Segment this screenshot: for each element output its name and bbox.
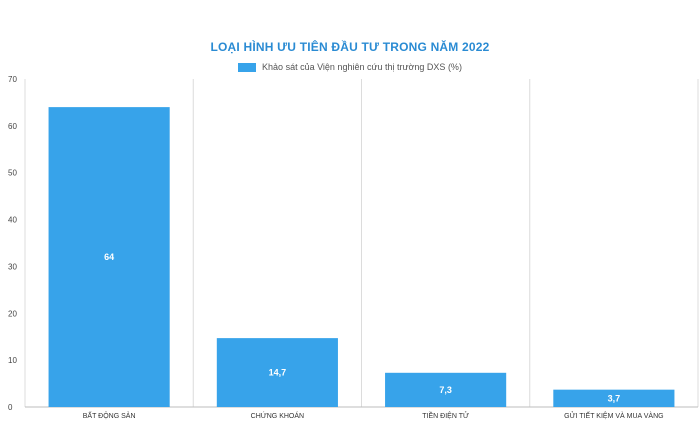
y-tick-label: 50 — [8, 169, 17, 178]
y-tick-label: 70 — [8, 75, 17, 84]
y-tick-label: 20 — [8, 309, 17, 318]
bar — [48, 107, 170, 407]
y-tick-label: 10 — [8, 356, 17, 365]
data-label: 7,3 — [439, 385, 452, 395]
legend-label: Khảo sát của Viện nghiên cứu thị trường … — [262, 62, 462, 72]
category-label: GỬI TIẾT KIỆM VÀ MUA VÀNG — [564, 410, 663, 420]
bar — [553, 389, 675, 407]
y-tick-label: 30 — [8, 262, 17, 271]
category-label: CHỨNG KHOÁN — [251, 411, 304, 420]
data-label: 14,7 — [269, 368, 287, 378]
legend-swatch — [238, 62, 257, 72]
y-tick-label: 40 — [8, 216, 17, 225]
bar — [216, 338, 338, 407]
y-tick-label: 60 — [8, 122, 17, 131]
data-label: 64 — [104, 252, 114, 262]
y-tick-label: 0 — [8, 403, 13, 412]
chart-title: LOẠI HÌNH ƯU TIÊN ĐẦU TƯ TRONG NĂM 2022 — [210, 40, 490, 54]
bar — [385, 372, 507, 407]
category-label: BẤT ĐỘNG SẢN — [83, 410, 136, 420]
category-label: TIỀN ĐIỆN TỬ — [422, 410, 469, 420]
data-label: 3,7 — [608, 393, 621, 403]
legend: Khảo sát của Viện nghiên cứu thị trường … — [0, 62, 700, 72]
